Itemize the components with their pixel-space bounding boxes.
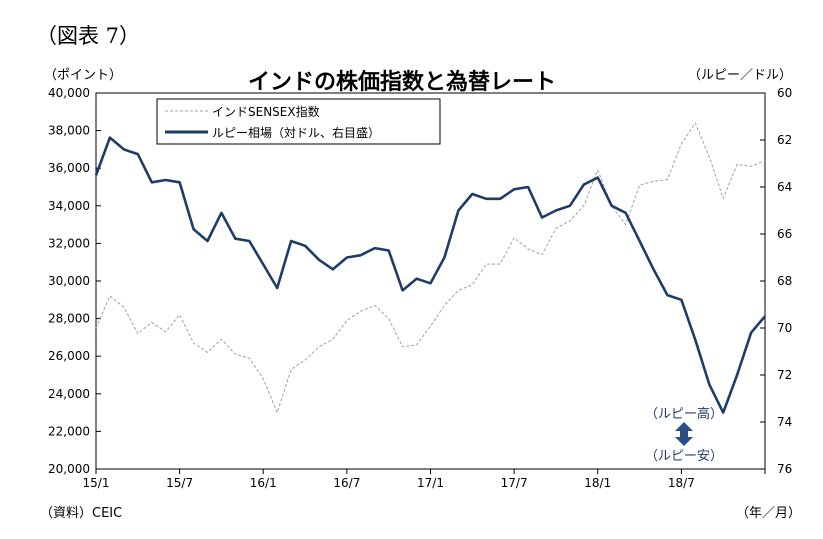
- legend-label-sensex: インドSENSEX指数: [212, 104, 320, 119]
- left-axis-tick-label: 20,000: [48, 462, 90, 476]
- rupee-direction-annotation: （ルピー高） （ルピー安）: [645, 406, 723, 464]
- right-axis-tick-label: 76: [777, 462, 792, 476]
- left-axis-tick-label: 30,000: [48, 274, 90, 288]
- source-note: （資料）CEIC: [40, 506, 123, 521]
- right-axis-tick-label: 60: [777, 86, 792, 100]
- left-axis-tick-label: 36,000: [48, 161, 90, 175]
- x-axis-tick-label: 18/7: [668, 476, 695, 490]
- x-axis-tick-label: 15/7: [166, 476, 193, 490]
- annotation-rupee-down: （ルピー安）: [645, 449, 723, 464]
- left-axis-tick-label: 28,000: [48, 312, 90, 326]
- right-axis-tick-label: 72: [777, 368, 792, 382]
- left-axis-tick-label: 22,000: [48, 424, 90, 438]
- x-axis-tick-label: 17/7: [501, 476, 528, 490]
- left-axis-tick-label: 26,000: [48, 349, 90, 363]
- legend-label-rupee: ルピー相場（対ドル、右目盛）: [212, 125, 380, 140]
- chart-title: インドの株価指数と為替レート: [248, 70, 557, 95]
- left-axis-tick-label: 38,000: [48, 124, 90, 138]
- right-axis-tick-label: 74: [777, 415, 792, 429]
- annotation-rupee-up: （ルピー高）: [645, 406, 723, 422]
- series-line-rupee: [94, 136, 766, 414]
- legend-box: [156, 98, 441, 145]
- right-axis-tick-label: 64: [777, 180, 792, 194]
- right-axis-tick-label: 66: [777, 227, 792, 241]
- left-axis-tick-label: 34,000: [48, 199, 90, 213]
- left-axis-unit-label: （ポイント）: [44, 68, 123, 83]
- double-arrow-icon: [675, 422, 693, 446]
- x-axis-tick-label: 16/7: [333, 476, 360, 490]
- left-axis-tick-label: 32,000: [48, 236, 90, 250]
- right-axis-tick-label: 70: [777, 321, 792, 335]
- x-axis-tick-label: 15/1: [83, 476, 110, 490]
- x-axis-tick-label: 17/1: [417, 476, 444, 490]
- x-axis-tick-label: 16/1: [250, 476, 277, 490]
- right-axis-unit-label: （ルピー／ドル）: [688, 68, 793, 83]
- x-axis-unit-label: （年／月）: [736, 506, 802, 521]
- x-axis-tick-label: 18/1: [584, 476, 611, 490]
- right-axis-tick-label: 62: [777, 133, 792, 147]
- legend: インドSENSEX指数 ルピー相場（対ドル、右目盛）: [156, 98, 441, 145]
- left-axis-tick-label: 24,000: [48, 387, 90, 401]
- right-axis-tick-label: 68: [777, 274, 792, 288]
- left-axis-tick-label: 40,000: [48, 86, 90, 100]
- figure-label: （図表 7）: [36, 24, 141, 48]
- series-line-sensex: [95, 122, 766, 414]
